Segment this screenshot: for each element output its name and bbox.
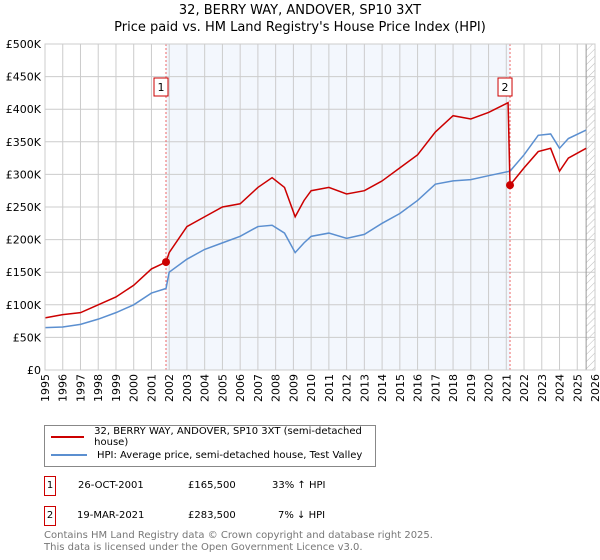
legend: 32, BERRY WAY, ANDOVER, SP10 3XT (semi-d… bbox=[44, 425, 376, 467]
legend-label: 32, BERRY WAY, ANDOVER, SP10 3XT (semi-d… bbox=[94, 426, 362, 448]
sale-marker-label: 1 bbox=[158, 81, 165, 94]
x-tick-label: 2008 bbox=[270, 374, 283, 402]
x-tick-label: 2013 bbox=[358, 374, 371, 402]
y-tick-label: £300K bbox=[6, 168, 42, 181]
x-tick-label: 2024 bbox=[554, 374, 567, 402]
x-tick-label: 2023 bbox=[536, 374, 549, 402]
sale-hpi: 7% ↓ HPI bbox=[278, 510, 326, 521]
y-tick-label: £500K bbox=[6, 38, 42, 51]
x-tick-label: 1999 bbox=[110, 374, 123, 402]
legend-label: HPI: Average price, semi-detached house,… bbox=[97, 449, 363, 461]
sale-row: 2 19-MAR-2021 £283,500 7% ↓ HPI bbox=[44, 506, 444, 526]
x-tick-label: 2001 bbox=[145, 374, 158, 402]
x-tick-label: 2016 bbox=[412, 374, 425, 402]
sale-marker: 1 bbox=[44, 476, 56, 496]
x-tick-label: 2005 bbox=[216, 374, 229, 402]
x-tick-label: 2014 bbox=[376, 374, 389, 402]
x-tick-label: 1996 bbox=[57, 374, 70, 402]
y-tick-label: £250K bbox=[6, 201, 42, 214]
sale-marker-box bbox=[497, 77, 513, 97]
sale-row: 1 26-OCT-2001 £165,500 33% ↑ HPI bbox=[44, 476, 444, 496]
y-tick-label: £450K bbox=[6, 71, 42, 84]
x-tick-label: 1997 bbox=[74, 374, 87, 402]
footer-line: This data is licensed under the Open Gov… bbox=[44, 542, 363, 553]
x-tick-label: 2022 bbox=[518, 374, 531, 402]
x-tick-label: 2020 bbox=[483, 374, 496, 402]
x-tick-label: 1998 bbox=[92, 374, 105, 402]
sale-date: 26-OCT-2001 bbox=[78, 480, 144, 491]
y-tick-label: £50K bbox=[13, 331, 42, 344]
x-tick-label: 2012 bbox=[341, 374, 354, 402]
series-line bbox=[44, 129, 587, 329]
x-tick-label: 2026 bbox=[589, 374, 600, 402]
footer-line: Contains HM Land Registry data © Crown c… bbox=[44, 530, 433, 541]
x-tick-label: 2006 bbox=[234, 374, 247, 402]
plot-area: 1995 1996 1997 1998 1999 2000 2001 2002 2003 2004… bbox=[6, 38, 600, 402]
y-tick-label: £0 bbox=[27, 364, 41, 377]
sale-marker-label: 2 bbox=[502, 81, 509, 94]
y-tick-label: £150K bbox=[6, 266, 42, 279]
sale-marker: 2 bbox=[44, 506, 56, 526]
x-tick-label: 2017 bbox=[429, 374, 442, 402]
x-tick-label: 2007 bbox=[252, 374, 265, 402]
chart-subtitle: Price paid vs. HM Land Registry's House … bbox=[114, 20, 486, 35]
plot-border bbox=[44, 43, 596, 371]
sale-date: 19-MAR-2021 bbox=[77, 510, 145, 521]
sale-marker-box bbox=[153, 77, 169, 97]
x-tick-label: 2018 bbox=[447, 374, 460, 402]
x-tick-label: 2009 bbox=[287, 374, 300, 402]
legend-item-hpi: HPI: Average price, semi-detached house,… bbox=[45, 447, 362, 463]
sale-hpi: 33% ↑ HPI bbox=[272, 480, 326, 491]
sale-price: £283,500 bbox=[188, 510, 236, 521]
sale-point bbox=[162, 258, 170, 267]
x-tick-label: 2021 bbox=[500, 374, 513, 402]
x-tick-label: 2019 bbox=[465, 374, 478, 402]
y-tick-label: £400K bbox=[6, 103, 42, 116]
sale-point bbox=[506, 181, 515, 190]
y-tick-label: £200K bbox=[6, 234, 42, 247]
x-tick-label: 2003 bbox=[181, 374, 194, 402]
legend-item-property: 32, BERRY WAY, ANDOVER, SP10 3XT (semi-d… bbox=[45, 426, 375, 448]
x-tick-label: 2000 bbox=[128, 374, 141, 402]
x-tick-label: 2004 bbox=[199, 374, 212, 402]
x-tick-label: 2010 bbox=[305, 374, 318, 402]
y-tick-label: £100K bbox=[6, 299, 42, 312]
sale-price: £165,500 bbox=[188, 480, 236, 491]
x-tick-label: 2015 bbox=[394, 374, 407, 402]
x-tick-label: 2002 bbox=[163, 374, 176, 402]
chart-title: 32, BERRY WAY, ANDOVER, SP10 3XT bbox=[178, 3, 422, 18]
x-tick-label: 1995 bbox=[39, 374, 52, 402]
x-tick-label: 2011 bbox=[323, 374, 336, 402]
x-tick-label: 2025 bbox=[571, 374, 584, 402]
footer: Contains HM Land Registry data © Crown c… bbox=[44, 530, 433, 554]
y-tick-label: £350K bbox=[6, 136, 42, 149]
